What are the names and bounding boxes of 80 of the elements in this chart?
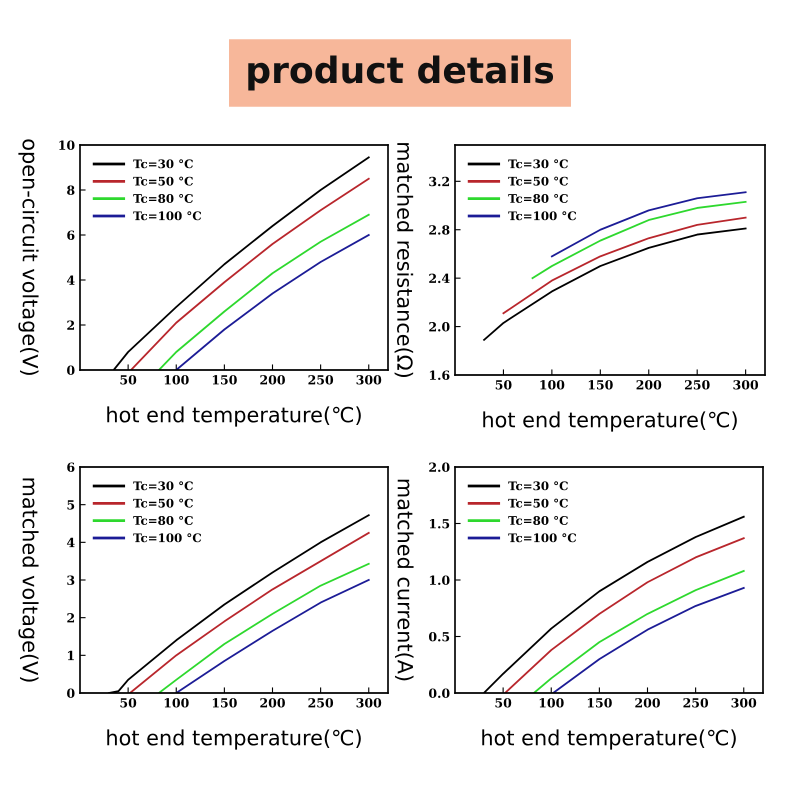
x-axis-title: hot end temperature(℃) — [107, 406, 361, 427]
legend-label: Tc=100 °C — [508, 211, 576, 220]
legend-label: Tc=30 °C — [508, 481, 568, 490]
x-tick-label: 150 — [212, 375, 237, 385]
y-tick-label: 0.0 — [428, 688, 450, 698]
chart-title: product details — [248, 56, 554, 90]
y-tick-label: 1.6 — [430, 370, 450, 380]
legend-label: Tc=80 °C — [133, 194, 193, 203]
y-tick-label: 1.0 — [430, 575, 450, 585]
y-axis-title: matched resistance(Ω) — [394, 143, 414, 377]
y-axis-title: matched voltage(V) — [18, 478, 39, 682]
x-tick-label: 250 — [684, 380, 710, 390]
legend-label: Tc=50 °C — [133, 498, 193, 508]
x-tick-label: 200 — [260, 698, 285, 708]
x-tick-label: 150 — [588, 698, 612, 708]
x-tick-label: 200 — [635, 698, 660, 708]
y-tick-label: 8 — [67, 185, 74, 195]
line-series — [158, 562, 370, 693]
x-tick-label: 250 — [683, 698, 708, 708]
x-tick-label: 100 — [540, 380, 564, 390]
y-tick-label: 10 — [59, 140, 75, 150]
y-tick-label: 2.0 — [429, 462, 450, 472]
y-tick-label: 2 — [67, 320, 74, 330]
x-tick-label: 300 — [732, 698, 756, 708]
y-tick-label: 6 — [67, 462, 74, 472]
x-tick-label: 150 — [212, 698, 237, 708]
legend-label: Tc=50 °C — [508, 498, 568, 508]
line-series — [533, 570, 745, 693]
x-tick-label: 300 — [733, 380, 758, 390]
y-tick-label: 0 — [67, 688, 75, 698]
y-tick-label: 0 — [67, 365, 75, 375]
y-tick-label: 2.0 — [429, 322, 450, 332]
x-tick-label: 250 — [308, 698, 334, 708]
y-tick-label: 4 — [66, 538, 75, 548]
legend-label: Tc=30 °C — [508, 159, 568, 168]
x-tick-label: 200 — [260, 375, 285, 385]
line-series — [175, 234, 370, 370]
legend-label: Tc=30 °C — [133, 481, 193, 490]
legend-label: Tc=100 °C — [508, 533, 576, 542]
x-tick-label: 200 — [636, 380, 662, 390]
line-series — [483, 228, 747, 341]
y-tick-label: 6 — [67, 230, 74, 240]
x-tick-label: 50 — [120, 698, 136, 708]
x-tick-label: 300 — [356, 698, 382, 708]
y-tick-label: 0.5 — [428, 632, 450, 642]
x-tick-label: 50 — [496, 380, 512, 390]
y-tick-label: 1 — [68, 650, 74, 660]
x-tick-label: 50 — [120, 375, 136, 385]
y-tick-label: 2.4 — [429, 274, 450, 284]
legend-label: Tc=100 °C — [133, 211, 202, 220]
legend-label: Tc=80 °C — [133, 516, 193, 525]
x-axis-title: hot end temperature(℃) — [483, 411, 737, 432]
y-tick-label: 4 — [66, 275, 75, 285]
y-tick-label: 1.5 — [430, 518, 450, 528]
x-axis-title: hot end temperature(℃) — [482, 729, 736, 750]
y-axis-title: matched current(A) — [394, 480, 414, 680]
legend-label: Tc=30 °C — [133, 159, 193, 168]
line-series — [130, 178, 370, 370]
y-tick-label: 2.8 — [429, 225, 450, 235]
x-tick-label: 100 — [540, 698, 564, 708]
x-tick-label: 150 — [588, 380, 613, 390]
line-series — [129, 532, 370, 693]
x-tick-label: 50 — [495, 698, 512, 708]
line-series — [552, 587, 745, 693]
legend-label: Tc=80 °C — [508, 194, 568, 203]
x-tick-label: 250 — [308, 375, 334, 385]
legend-label: Tc=80 °C — [508, 516, 568, 525]
y-tick-label: 5 — [67, 500, 74, 510]
y-tick-label: 3.2 — [429, 176, 450, 186]
x-tick-label: 300 — [356, 375, 382, 385]
y-tick-label: 2 — [67, 613, 74, 622]
legend-label: Tc=50 °C — [508, 176, 568, 186]
line-series — [175, 579, 370, 693]
y-axis-title: open-circuit voltage(V) — [18, 139, 39, 375]
x-axis-title: hot end temperature(℃) — [107, 729, 361, 750]
x-tick-label: 100 — [164, 698, 189, 708]
legend-label: Tc=100 °C — [133, 533, 202, 542]
y-tick-label: 3 — [67, 575, 74, 585]
x-tick-label: 100 — [164, 375, 189, 385]
legend-label: Tc=50 °C — [133, 176, 193, 186]
